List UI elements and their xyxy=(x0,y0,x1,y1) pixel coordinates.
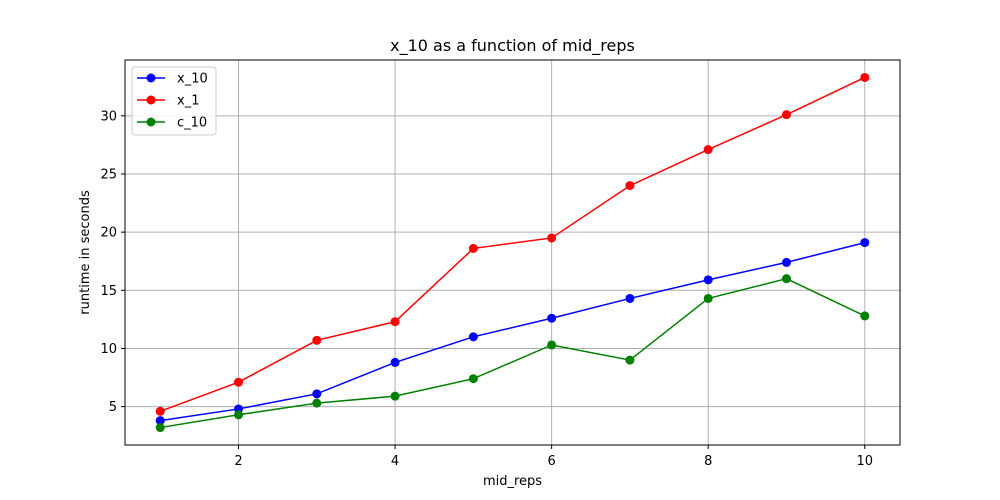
y-axis: 5 10 15 20 25 30 xyxy=(100,109,125,415)
data-point xyxy=(390,357,400,367)
data-point xyxy=(860,72,870,82)
data-point xyxy=(781,110,791,120)
y-tick-label: 15 xyxy=(100,284,117,299)
y-tick-label: 10 xyxy=(100,342,117,357)
data-point xyxy=(312,398,322,408)
plot-area-frame xyxy=(124,59,901,446)
x-tick-label: 8 xyxy=(704,454,712,469)
y-tick-label: 30 xyxy=(100,109,117,124)
legend: x_10 x_1 c_10 xyxy=(131,66,217,136)
series-line xyxy=(159,76,866,412)
series-x_10 xyxy=(155,238,870,426)
data-point xyxy=(703,275,713,285)
y-tick-label: 25 xyxy=(100,167,117,182)
data-point xyxy=(468,332,478,342)
data-point xyxy=(625,355,635,365)
series-c_10 xyxy=(155,274,870,433)
data-point xyxy=(312,335,322,345)
y-axis-label: runtime in seconds xyxy=(78,190,93,315)
data-point xyxy=(625,293,635,303)
data-point xyxy=(390,391,400,401)
chart-title: x_10 as a function of mid_reps xyxy=(390,36,635,56)
data-point xyxy=(468,243,478,253)
data-point xyxy=(860,311,870,321)
series-layer xyxy=(155,72,870,433)
legend-item: x_1 xyxy=(137,94,199,109)
data-point xyxy=(703,145,713,155)
x-axis: 2 4 6 8 10 xyxy=(234,445,873,469)
data-point xyxy=(547,340,557,350)
legend-item: c_10 xyxy=(137,116,207,131)
data-point xyxy=(547,313,557,323)
legend-label: c_10 xyxy=(177,116,207,131)
legend-swatch-marker xyxy=(146,73,156,83)
series-line xyxy=(160,241,865,422)
series-x_1 xyxy=(155,72,870,416)
data-point xyxy=(625,181,635,191)
data-point xyxy=(155,416,165,426)
legend-label: x_10 xyxy=(177,72,208,87)
data-point xyxy=(155,406,165,416)
data-point xyxy=(703,293,713,303)
legend-label: x_1 xyxy=(177,94,199,109)
data-point xyxy=(234,377,244,387)
x-tick-label: 10 xyxy=(856,454,873,469)
x-tick-label: 6 xyxy=(548,454,556,469)
data-point xyxy=(860,238,870,248)
data-point xyxy=(468,374,478,384)
x-axis-label: mid_reps xyxy=(483,474,542,489)
legend-swatch-marker xyxy=(146,117,156,127)
y-tick-label: 5 xyxy=(109,400,117,415)
data-point xyxy=(390,317,400,327)
data-point xyxy=(547,233,557,243)
legend-item: x_10 xyxy=(137,72,208,87)
data-point xyxy=(781,257,791,267)
x-tick-label: 4 xyxy=(391,454,399,469)
data-point xyxy=(234,410,244,420)
data-point xyxy=(312,389,322,399)
series-line xyxy=(160,277,866,429)
data-point xyxy=(155,423,165,433)
data-point xyxy=(781,274,791,284)
legend-swatch-marker xyxy=(146,95,156,105)
y-tick-label: 20 xyxy=(100,226,117,241)
x-tick-label: 2 xyxy=(234,454,242,469)
